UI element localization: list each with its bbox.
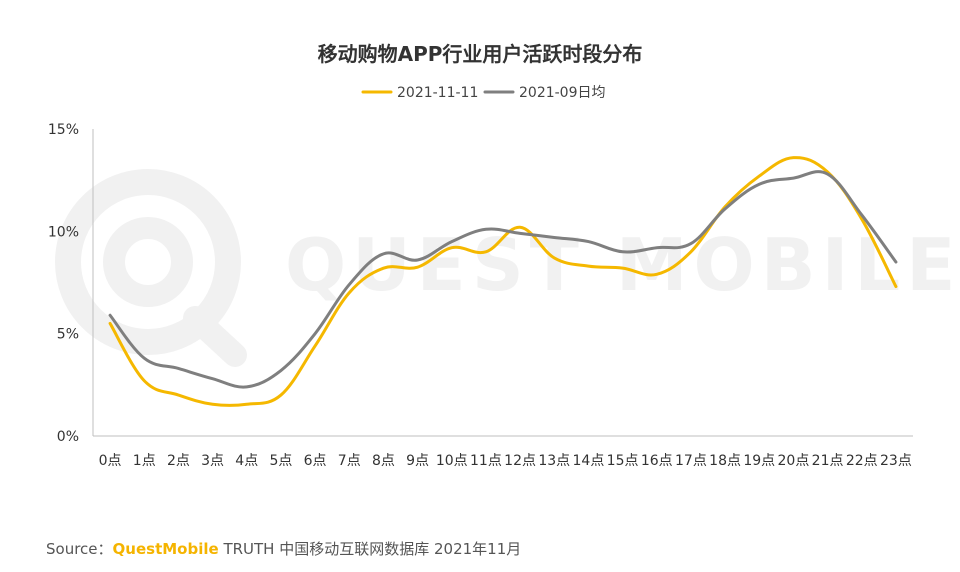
legend-label: 2021-09日均 bbox=[519, 85, 606, 101]
y-tick-label: 5% bbox=[57, 327, 79, 343]
y-tick-label: 10% bbox=[48, 224, 79, 240]
x-tick-label: 9点 bbox=[406, 453, 429, 469]
x-tick-label: 22点 bbox=[846, 453, 878, 469]
x-tick-label: 23点 bbox=[880, 453, 912, 469]
x-tick-label: 19点 bbox=[743, 453, 775, 469]
x-tick-label: 8点 bbox=[372, 453, 395, 469]
x-tick-label: 2点 bbox=[167, 453, 190, 469]
x-axis-ticks: 0点 1点 2点 3点 4点 5点 6点 7点 8点 9点 10点 11点 12点 13点 14点 15点 16… bbox=[99, 453, 912, 469]
series-line-1 bbox=[108, 156, 898, 408]
source-brand: QuestMobile bbox=[112, 540, 219, 558]
chart-title: 移动购物APP行业用户活跃时段分布 bbox=[318, 42, 643, 66]
watermark: QUEST MOBILE bbox=[55, 169, 960, 367]
series-group bbox=[108, 156, 898, 408]
watermark-text: QUEST MOBILE bbox=[285, 223, 960, 307]
source-prefix: Source： bbox=[46, 540, 113, 558]
x-tick-label: 4点 bbox=[235, 453, 258, 469]
legend: 2021-11-11 2021-09日均 bbox=[361, 85, 606, 101]
x-tick-label: 16点 bbox=[641, 453, 673, 469]
x-tick-label: 20点 bbox=[778, 453, 810, 469]
x-tick-label: 21点 bbox=[812, 453, 844, 469]
y-axis-ticks: 0% 5% 10% 15% bbox=[48, 122, 79, 445]
source-rest: TRUTH 中国移动互联网数据库 2021年11月 bbox=[218, 540, 522, 558]
x-tick-label: 10点 bbox=[436, 453, 468, 469]
x-tick-label: 12点 bbox=[504, 453, 536, 469]
x-tick-label: 14点 bbox=[573, 453, 605, 469]
x-tick-label: 11点 bbox=[470, 453, 502, 469]
x-tick-label: 0点 bbox=[99, 453, 122, 469]
x-tick-label: 17点 bbox=[675, 453, 707, 469]
axes bbox=[92, 129, 913, 437]
x-tick-label: 15点 bbox=[607, 453, 639, 469]
x-tick-label: 13点 bbox=[538, 453, 570, 469]
x-tick-label: 1点 bbox=[133, 453, 156, 469]
legend-label: 2021-11-11 bbox=[397, 85, 478, 101]
x-tick-label: 18点 bbox=[709, 453, 741, 469]
series-line-2 bbox=[108, 170, 898, 389]
y-tick-label: 15% bbox=[48, 122, 79, 138]
x-tick-label: 5点 bbox=[269, 453, 292, 469]
x-tick-label: 7点 bbox=[338, 453, 361, 469]
watermark-logo-icon bbox=[55, 169, 247, 367]
y-tick-label: 0% bbox=[57, 429, 79, 445]
x-tick-label: 3点 bbox=[201, 453, 224, 469]
source-note: Source：QuestMobile TRUTH 中国移动互联网数据库 2021… bbox=[46, 538, 521, 559]
x-tick-label: 6点 bbox=[304, 453, 327, 469]
